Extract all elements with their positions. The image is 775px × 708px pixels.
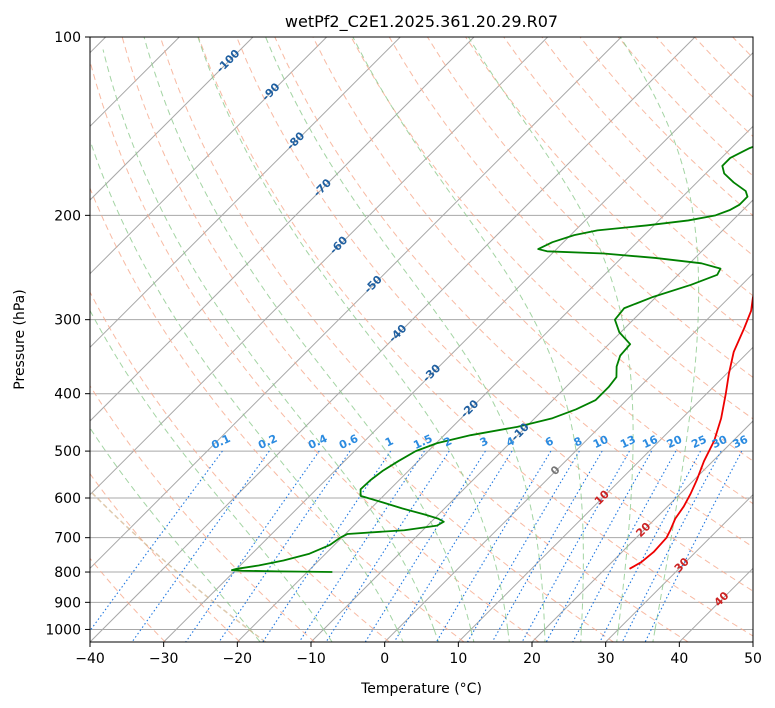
dry-adiabat xyxy=(236,37,753,592)
moist-adiabat xyxy=(143,37,472,630)
y-tick-label: 800 xyxy=(54,565,81,581)
mixing-ratio-line xyxy=(521,450,630,642)
moist-adiabat xyxy=(102,49,435,630)
x-axis-label: Temperature (°C) xyxy=(360,681,482,697)
mixing-ratio-line xyxy=(298,450,425,642)
y-tick-label: 200 xyxy=(54,208,81,224)
isotherm-line xyxy=(163,51,753,642)
y-tick-label: 400 xyxy=(54,387,81,403)
moist-adiabat xyxy=(352,37,584,630)
mixing-ratio-label: 25 xyxy=(689,433,708,451)
y-tick-label: 900 xyxy=(54,595,81,611)
dry-adiabat xyxy=(90,186,465,642)
mixing-ratio-label: 10 xyxy=(591,433,611,451)
dry-adiabat xyxy=(121,37,614,642)
mixing-ratio-label: 16 xyxy=(640,433,660,451)
background-lines xyxy=(90,37,753,642)
moist-adiabat xyxy=(616,629,619,642)
y-tick-label: 300 xyxy=(54,313,81,329)
moist-adiabat xyxy=(619,37,700,630)
isotherm-line xyxy=(90,37,549,496)
moist-adiabat xyxy=(507,629,510,642)
dry-adiabat xyxy=(90,472,241,642)
moist-adiabat xyxy=(90,427,251,630)
chart-title: wetPf2_C2E1.2025.361.20.29.R07 xyxy=(285,12,558,32)
dry-adiabat xyxy=(388,37,753,420)
y-tick-label: 100 xyxy=(54,30,81,46)
y-tick-label: 500 xyxy=(54,444,81,460)
isotherm-line xyxy=(457,346,753,642)
moist-adiabat xyxy=(470,629,475,642)
moist-adiabat xyxy=(580,629,582,642)
x-tick-label: 10 xyxy=(449,651,467,667)
moist-adiabat xyxy=(652,629,656,642)
x-tick-label: −20 xyxy=(223,651,253,667)
mixing-ratio-line xyxy=(218,450,351,642)
mixing-ratio-label: 13 xyxy=(618,433,637,451)
plot-frame xyxy=(89,36,754,643)
mixing-ratio-line xyxy=(644,450,743,642)
dry-adiabat xyxy=(426,37,753,378)
dewpoint-profile xyxy=(230,145,753,573)
x-tick-label: −30 xyxy=(149,651,179,667)
moist-adiabat xyxy=(396,629,404,642)
isotherm-line xyxy=(605,493,753,642)
isotherm-line xyxy=(310,199,753,642)
isotherm-line xyxy=(90,37,696,642)
mixing-ratio-label: 20 xyxy=(665,433,685,451)
mixing-ratio-label: 36 xyxy=(731,433,751,451)
x-tick-label: 40 xyxy=(670,651,688,667)
moist-adiabat xyxy=(468,37,634,630)
y-axis-label: Pressure (hPa) xyxy=(12,289,28,389)
mixing-ratio-line xyxy=(599,450,702,642)
isotherm-line xyxy=(90,37,401,349)
dry-adiabat xyxy=(465,37,753,337)
y-tick-label: 600 xyxy=(54,491,81,507)
dry-adiabat xyxy=(350,37,753,462)
tan-reference-curve xyxy=(90,489,266,642)
y-tick-label: 1000 xyxy=(45,622,81,638)
sounding-lines xyxy=(230,145,753,573)
dry-adiabat xyxy=(274,37,753,548)
dry-adiabat xyxy=(159,37,689,642)
dry-adiabat xyxy=(503,37,753,297)
isotherm-line xyxy=(384,272,753,642)
x-tick-label: −10 xyxy=(296,651,326,667)
moist-adiabat xyxy=(90,309,324,630)
mixing-ratio-line xyxy=(393,450,513,642)
axis-ticks: −40 −30 −20 −10 0 10 20 30 40 50 1000 900 800 700 600 5… xyxy=(45,30,762,667)
dry-adiabat xyxy=(90,291,390,642)
x-tick-label: 20 xyxy=(523,651,541,667)
isotherm-line xyxy=(90,37,254,201)
dry-adiabat xyxy=(198,37,753,637)
mixing-ratio-line xyxy=(491,450,603,642)
y-tick-label: 700 xyxy=(54,531,81,547)
x-tick-label: 50 xyxy=(744,651,762,667)
isotherm-line xyxy=(90,37,475,422)
isotherm-line xyxy=(90,37,328,275)
mixing-ratio-line xyxy=(572,450,677,642)
x-tick-label: 30 xyxy=(597,651,615,667)
dry-adiabat xyxy=(312,37,753,505)
mixing-ratio-line xyxy=(545,450,653,642)
dry-adiabat xyxy=(90,59,540,642)
mixing-ratio-line xyxy=(185,450,320,642)
isotherm-line xyxy=(90,37,622,570)
moist-adiabat xyxy=(197,37,509,630)
mixing-ratio-line xyxy=(90,450,223,632)
x-tick-label: 0 xyxy=(380,651,389,667)
x-tick-label: −40 xyxy=(75,651,105,667)
moist-adiabat xyxy=(323,629,333,642)
temperature-profile xyxy=(629,293,753,570)
moist-adiabat xyxy=(265,37,546,630)
moist-adiabat xyxy=(90,138,398,630)
dry-adiabat xyxy=(90,384,316,642)
mixing-ratio-label: 30 xyxy=(710,433,730,451)
plot-background xyxy=(90,37,753,642)
isotherm-line xyxy=(531,420,753,642)
isotherm-line xyxy=(236,125,753,642)
mixing-ratio-line xyxy=(621,450,722,642)
